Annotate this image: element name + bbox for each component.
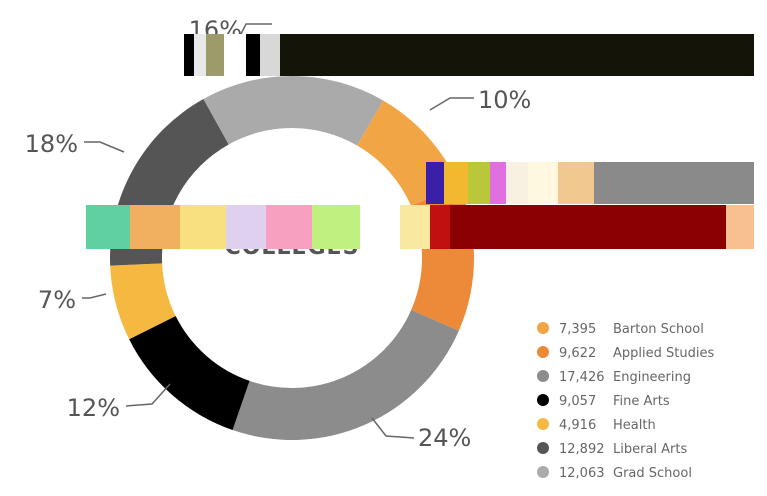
leader-line-fine-arts [125, 383, 171, 407]
legend-swatch-liberal-arts [537, 442, 549, 454]
legend-value-grad-school: 12,063 [559, 466, 605, 481]
legend-value-applied-studies: 9,622 [559, 346, 596, 361]
legend-swatch-applied-studies [537, 346, 549, 358]
legend: 7,395 Barton School 9,622 Applied Studies 17… [537, 322, 714, 481]
donut-slices [110, 75, 474, 440]
legend-value-barton-school: 7,395 [559, 322, 596, 337]
percent-label-fine-arts: 12% [67, 394, 120, 422]
legend-swatch-grad-school [537, 466, 549, 478]
legend-label-engineering: Engineering [613, 370, 691, 385]
legend-label-applied-studies: Applied Studies [613, 346, 714, 361]
leader-line-barton-school [429, 97, 474, 111]
leader-line-health [82, 293, 107, 299]
legend-value-liberal-arts: 12,892 [559, 442, 605, 457]
legend-label-grad-school: Grad School [613, 466, 692, 481]
leader-line-engineering [371, 417, 415, 439]
percent-label-barton-school: 10% [478, 86, 531, 114]
legend-value-health: 4,916 [559, 418, 596, 433]
percent-label-engineering: 24% [418, 424, 471, 452]
slice-fine-arts [129, 316, 250, 431]
legend-label-barton-school: Barton School [613, 322, 704, 337]
percent-label-liberal-arts: 18% [25, 130, 78, 158]
legend-label-health: Health [613, 418, 656, 433]
percent-label-health: 7% [38, 286, 76, 314]
slice-grad-school [203, 75, 384, 146]
legend-swatch-engineering [537, 370, 549, 382]
legend-swatch-fine-arts [537, 394, 549, 406]
legend-swatch-health [537, 418, 549, 430]
legend-label-liberal-arts: Liberal Arts [613, 442, 687, 457]
legend-swatch-barton-school [537, 322, 549, 334]
legend-value-fine-arts: 9,057 [559, 394, 596, 409]
glitch-overlay-middle [86, 205, 754, 249]
legend-value-engineering: 17,426 [559, 370, 605, 385]
slice-health [110, 263, 176, 340]
glitch-overlay-right [426, 162, 754, 204]
slice-engineering [232, 309, 459, 440]
leader-line-liberal-arts [84, 141, 125, 153]
glitch-overlay-top [170, 34, 754, 76]
legend-label-fine-arts: Fine Arts [613, 394, 670, 409]
